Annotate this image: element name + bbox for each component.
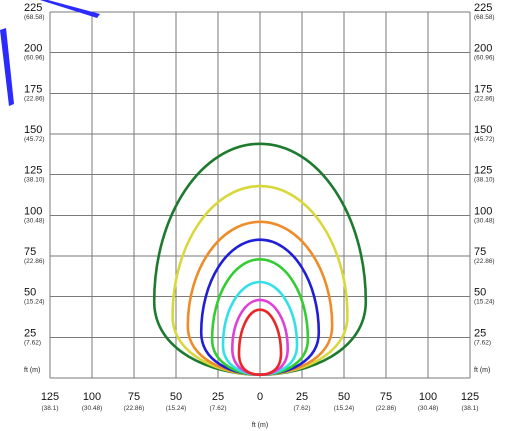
y-tick-metric-label-left: (22.86)	[24, 258, 45, 265]
y-tick-label-right: 50	[474, 287, 486, 299]
y-tick-metric-label-right: (38.10)	[474, 177, 495, 184]
x-tick-metric-label: (22.86)	[124, 405, 145, 412]
y-tick-metric-label-right: (30.48)	[474, 217, 495, 224]
x-tick-label: 50	[338, 391, 350, 403]
contour-series-8	[237, 308, 283, 376]
y-tick-label-right: 75	[474, 246, 486, 258]
y-tick-label-left: 175	[24, 83, 42, 95]
y-tick-metric-label-left: (7.62)	[24, 339, 41, 346]
x-tick-label: 125	[41, 391, 59, 403]
y-tick-metric-label-left: (38.10)	[24, 177, 45, 184]
y-tick-label-left: 200	[24, 43, 42, 55]
y-tick-label-right: 100	[474, 205, 492, 217]
x-tick-metric-label: (15.24)	[334, 405, 355, 412]
y-tick-label-right: 25	[474, 327, 486, 339]
x-tick-metric-label: (7.62)	[294, 405, 311, 412]
y-tick-metric-label-right: (7.62)	[474, 339, 491, 346]
x-tick-label: 25	[212, 391, 224, 403]
x-tick-label: 125	[461, 391, 479, 403]
y-tick-metric-label-right: (22.86)	[474, 95, 495, 102]
y-tick-metric-label-right: (60.96)	[474, 55, 495, 62]
x-tick-label: 100	[419, 391, 437, 403]
x-tick-label: 25	[296, 391, 308, 403]
y-tick-metric-label-right: (68.58)	[474, 14, 495, 21]
y-tick-label-right: 200	[474, 43, 492, 55]
y-tick-metric-label-left: (68.58)	[24, 14, 45, 21]
x-tick-label: 75	[380, 391, 392, 403]
y-tick-metric-label-right: (15.24)	[474, 299, 495, 306]
x-tick-metric-label: (15.24)	[166, 405, 187, 412]
y-tick-label-left: 50	[24, 287, 36, 299]
y-tick-metric-label-left: (22.86)	[24, 95, 45, 102]
x-tick-metric-label: (30.48)	[82, 405, 103, 412]
y-unit-label-left: ft (m)	[24, 367, 40, 374]
x-unit-label: ft (m)	[252, 422, 268, 429]
tick-labels: 25(7.62)25(7.62)50(15.24)50(15.24)75(22.…	[24, 2, 495, 429]
y-tick-metric-label-left: (15.24)	[24, 299, 45, 306]
y-tick-label-right: 175	[474, 83, 492, 95]
x-tick-metric-label: (38.1)	[42, 405, 59, 412]
y-tick-label-left: 225	[24, 2, 42, 14]
x-tick-label: 75	[128, 391, 140, 403]
x-tick-label: 0	[257, 391, 263, 403]
y-tick-metric-label-left: (30.48)	[24, 217, 45, 224]
y-tick-label-left: 150	[24, 124, 42, 136]
y-unit-label-right: ft (m)	[474, 367, 490, 374]
contour-series-5	[210, 258, 310, 376]
x-tick-metric-label: (30.48)	[418, 405, 439, 412]
y-tick-metric-label-left: (60.96)	[24, 55, 45, 62]
x-tick-metric-label: (22.86)	[376, 405, 397, 412]
y-tick-label-right: 150	[474, 124, 492, 136]
x-tick-metric-label: (7.62)	[210, 405, 227, 412]
x-tick-label: 50	[170, 391, 182, 403]
y-tick-label-left: 125	[24, 165, 42, 177]
contour-series-4	[199, 238, 321, 376]
y-tick-label-left: 25	[24, 327, 36, 339]
x-tick-metric-label: (38.1)	[462, 405, 479, 412]
contour-series-3	[186, 220, 334, 376]
y-tick-label-left: 75	[24, 246, 36, 258]
contours	[152, 142, 368, 376]
contour-series-6	[221, 280, 299, 376]
grid	[49, 11, 471, 379]
x-tick-label: 100	[83, 391, 101, 403]
y-tick-metric-label-right: (45.72)	[474, 136, 495, 143]
corner-mark-decoration	[40, 0, 100, 18]
contour-series-7	[231, 298, 289, 376]
contour-series-1	[152, 142, 368, 376]
y-tick-label-left: 100	[24, 205, 42, 217]
y-tick-label-right: 125	[474, 165, 492, 177]
y-tick-metric-label-right: (22.86)	[474, 258, 495, 265]
y-tick-metric-label-left: (45.72)	[24, 136, 45, 143]
corner-mark-decoration-left	[0, 28, 14, 106]
y-tick-label-right: 225	[474, 2, 492, 14]
contour-series-2	[171, 184, 349, 376]
